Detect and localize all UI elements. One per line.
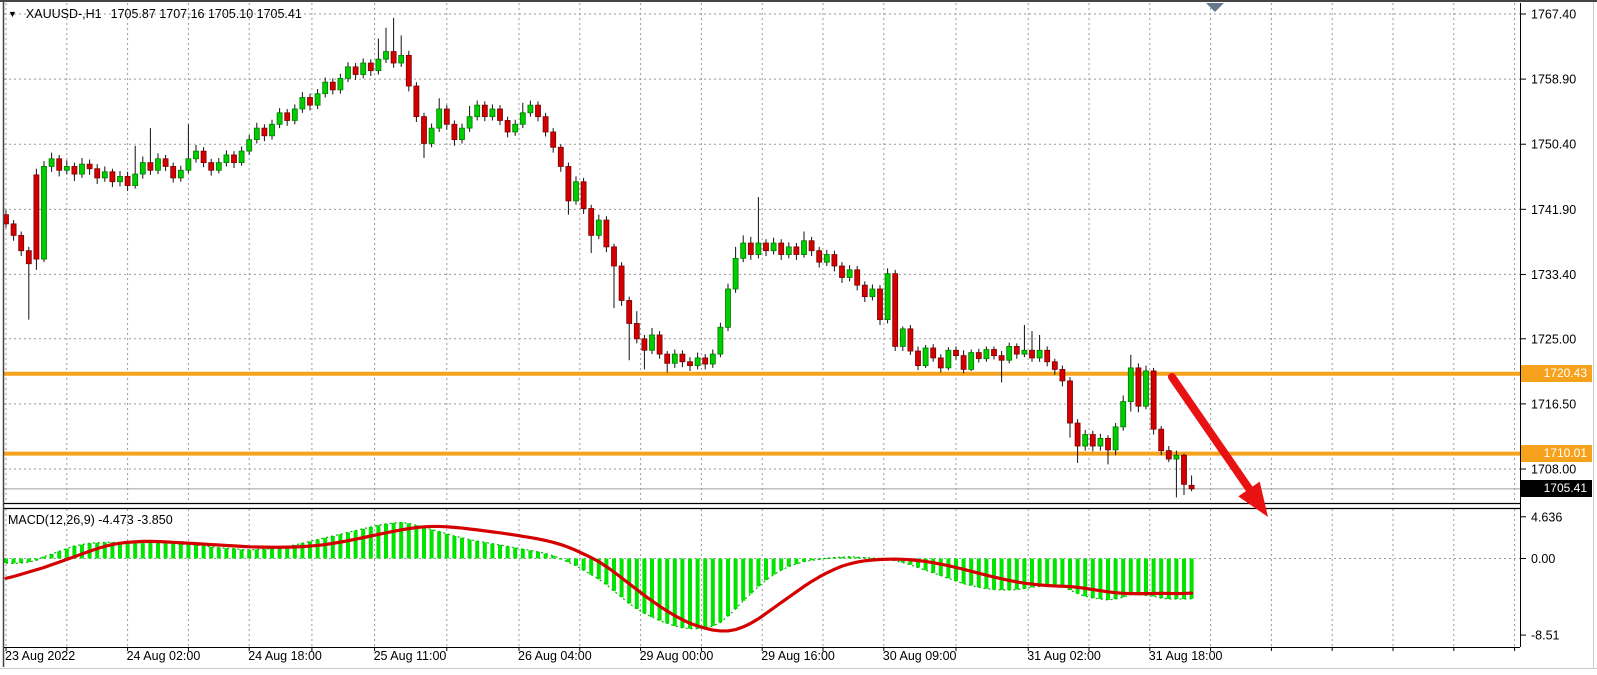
price-axis-label: 1716.50	[1531, 397, 1576, 411]
horizontal-level-lines[interactable]	[4, 371, 1520, 490]
trend-arrow-head[interactable]	[1238, 481, 1268, 517]
price-axis-label: 1758.90	[1531, 73, 1576, 87]
time-axis-label: 30 Aug 09:00	[883, 649, 957, 663]
time-axis-label: 24 Aug 02:00	[127, 649, 201, 663]
macd-signal-line	[4, 524, 1194, 633]
time-axis-label: 24 Aug 18:00	[248, 649, 322, 663]
symbol-dropdown-icon[interactable]: ▼	[8, 9, 17, 19]
time-axis-label: 26 Aug 04:00	[518, 649, 592, 663]
macd-indicator-label: MACD(12,26,9) -4.473 -3.850	[8, 513, 173, 527]
price-axis-label: 1708.00	[1531, 463, 1576, 477]
price-axis-label: 1767.40	[1531, 7, 1576, 21]
macd-axis-label: 4.636	[1531, 510, 1562, 524]
price-axis-label: 1741.90	[1531, 203, 1576, 217]
macd-axis-label: 0.00	[1531, 552, 1555, 566]
time-axis-label: 31 Aug 02:00	[1027, 649, 1101, 663]
macd-axis-label: -8.51	[1531, 629, 1560, 643]
trend-arrow-line[interactable]	[1168, 373, 1254, 494]
symbol-title: ▼ XAUUSD-,H1 1705.87 1707.16 1705.10 170…	[8, 7, 302, 21]
time-axis-label: 31 Aug 18:00	[1149, 649, 1223, 663]
resistance-price-badge: 1720.43	[1521, 365, 1592, 383]
candles-group	[3, 17, 1195, 498]
current-price-badge: 1705.41	[1521, 480, 1592, 498]
price-axis-label: 1750.40	[1531, 138, 1576, 152]
time-axis-label: 23 Aug 2022	[5, 649, 75, 663]
support-price-badge: 1710.01	[1521, 445, 1592, 463]
time-axis-label: 29 Aug 00:00	[640, 649, 714, 663]
price-axis-label: 1725.00	[1531, 332, 1576, 346]
ohlc-readout: 1705.87 1707.16 1705.10 1705.41	[110, 7, 302, 21]
price-axis-label: 1733.40	[1531, 268, 1576, 282]
price-axis[interactable]: 1767.40 1758.90 1750.40 1741.90 1733.40 1725.…	[1520, 7, 1576, 643]
macd-line	[5, 521, 1192, 630]
time-axis-label: 29 Aug 16:00	[761, 649, 835, 663]
macd-histogram-group	[4, 521, 1194, 633]
chart-shift-marker-icon[interactable]	[1206, 3, 1224, 12]
symbol-period-label: XAUUSD-,H1	[25, 7, 102, 21]
annotations[interactable]	[1168, 3, 1268, 517]
time-axis-label: 25 Aug 11:00	[374, 649, 447, 663]
time-axis[interactable]: 23 Aug 2022 24 Aug 02:00 24 Aug 18:00 25 Au…	[5, 647, 1516, 663]
grid-lines	[4, 3, 1520, 647]
